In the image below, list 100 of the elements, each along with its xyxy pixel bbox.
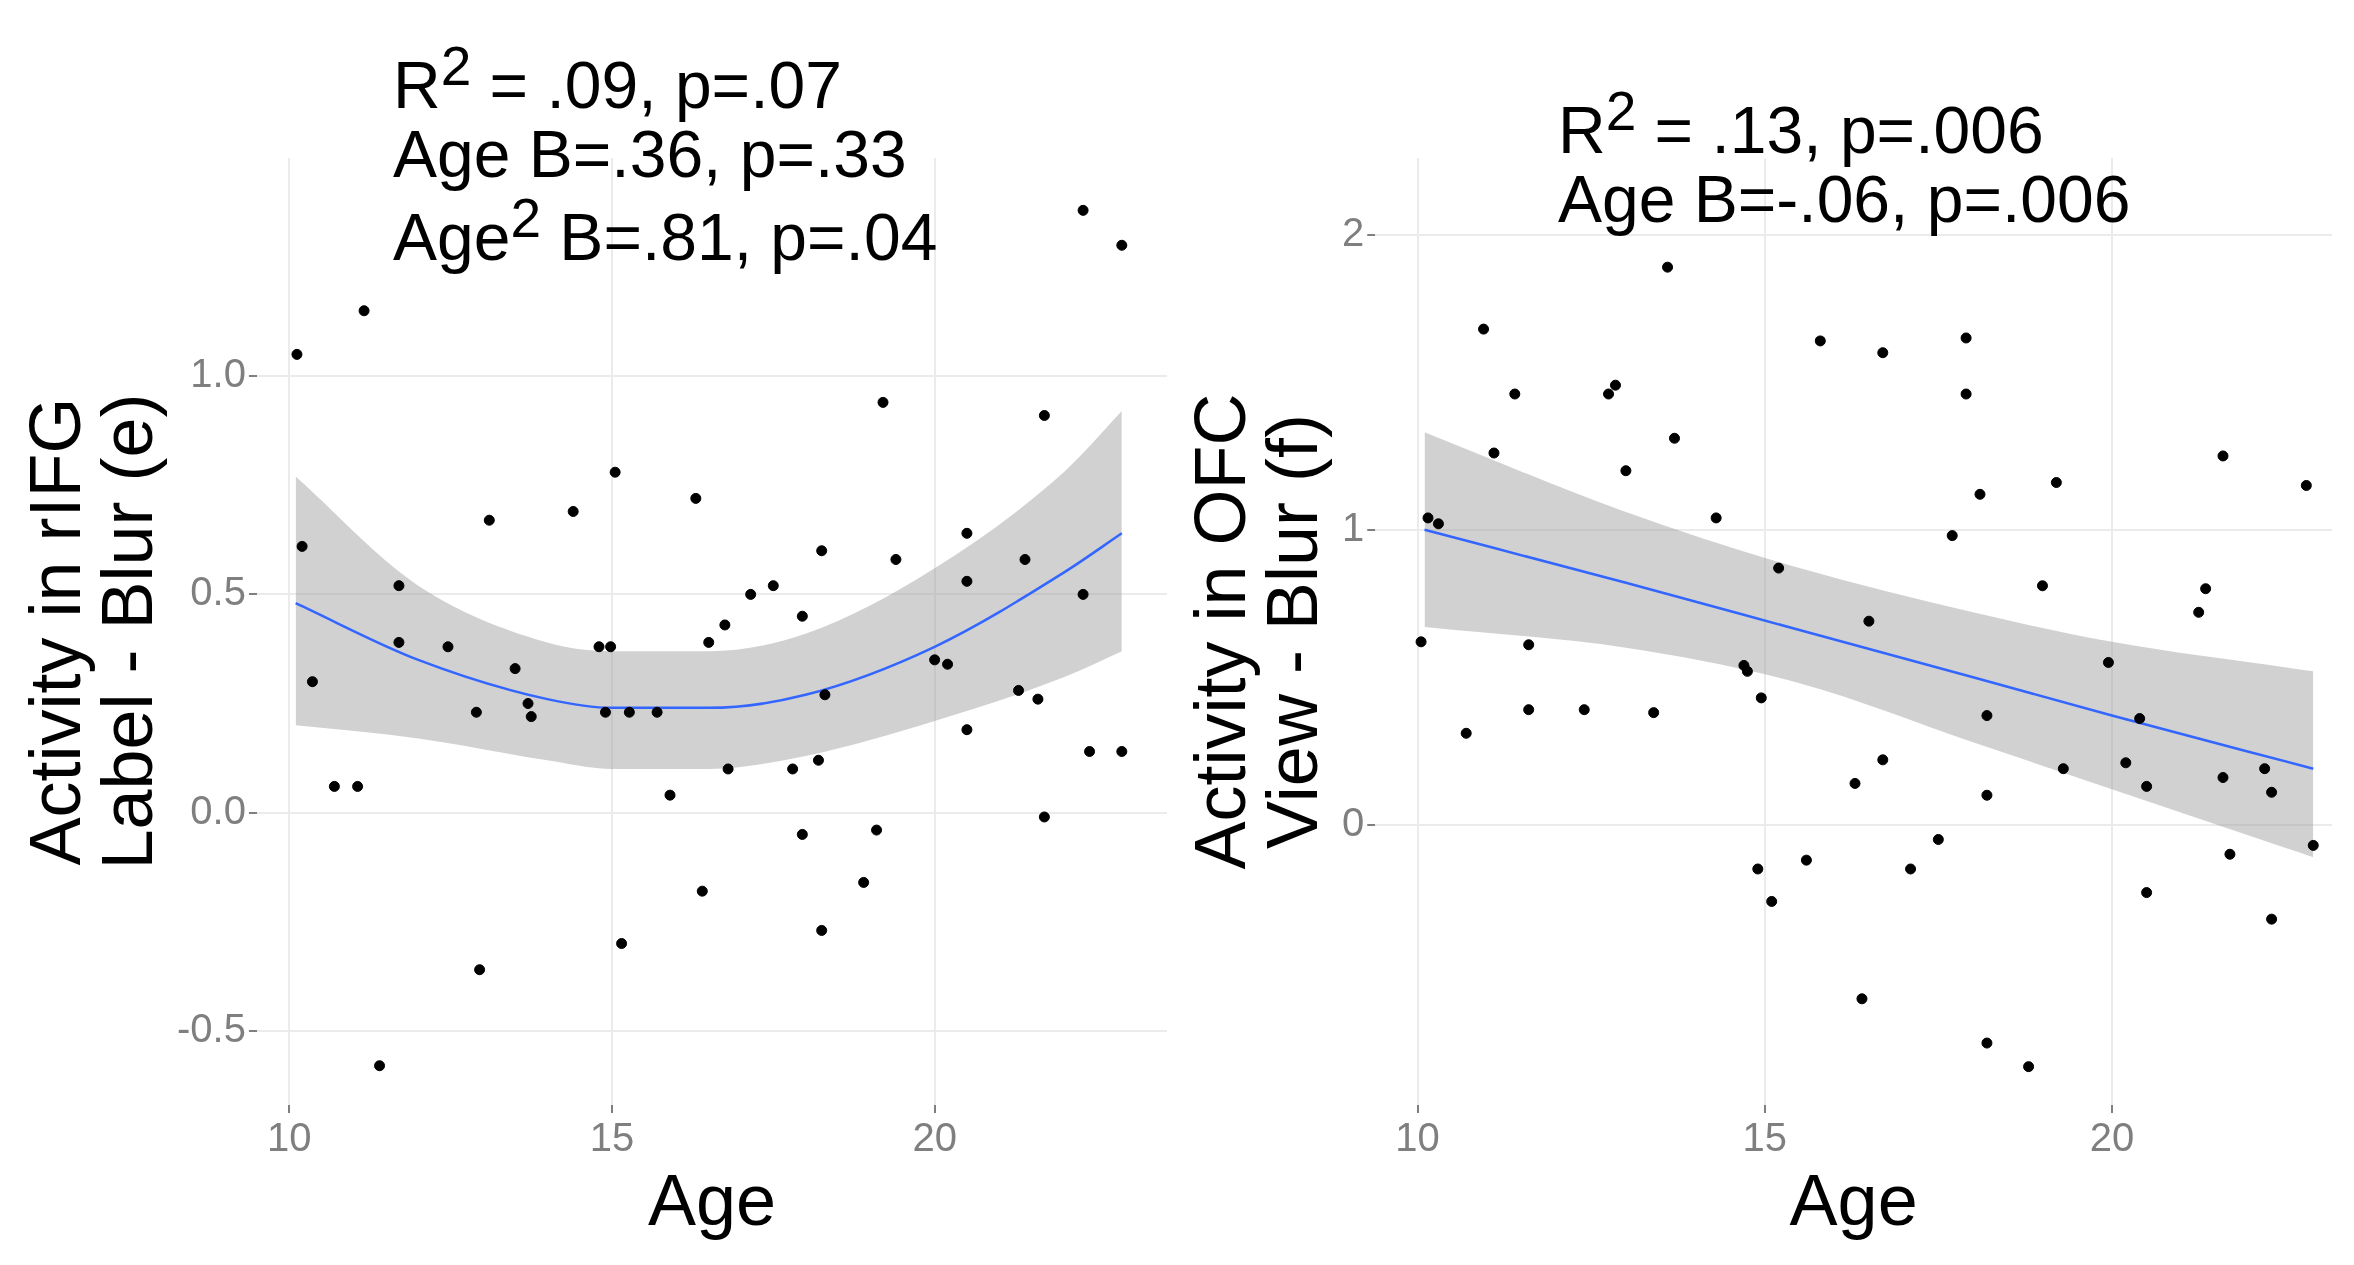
point xyxy=(1013,684,1025,696)
point xyxy=(703,636,715,648)
point xyxy=(1116,746,1128,758)
point xyxy=(787,763,799,775)
x-tick-label: 10 xyxy=(1395,1115,1440,1160)
point xyxy=(2307,839,2319,851)
point xyxy=(2036,580,2048,592)
point xyxy=(1773,562,1785,574)
point xyxy=(819,689,831,701)
point xyxy=(1741,665,1753,677)
point xyxy=(796,610,808,622)
point xyxy=(890,553,902,565)
point xyxy=(1752,863,1764,875)
point xyxy=(616,938,628,950)
point xyxy=(1609,379,1621,391)
point xyxy=(2023,1061,2035,1073)
point xyxy=(816,545,828,557)
point xyxy=(1038,811,1050,823)
point xyxy=(816,924,828,936)
point xyxy=(1849,777,1861,789)
point xyxy=(1460,727,1472,739)
y-tick-label: 1.0 xyxy=(190,351,246,396)
y-tick-label: 0.0 xyxy=(190,787,246,832)
point xyxy=(291,348,303,360)
point xyxy=(1116,239,1128,251)
point xyxy=(1488,447,1500,459)
point xyxy=(1981,710,1993,722)
y-axis-title: Activity in rIFG Label - Blur (e) xyxy=(14,393,167,870)
point xyxy=(328,780,340,792)
point xyxy=(1523,639,1535,651)
point xyxy=(2300,479,2312,491)
point xyxy=(1578,704,1590,716)
y-tick-label: 0 xyxy=(1342,799,1365,844)
point xyxy=(2134,713,2146,725)
point xyxy=(664,789,676,801)
x-tick-label: 20 xyxy=(2089,1115,2135,1160)
point xyxy=(1422,512,1434,524)
point xyxy=(442,641,454,653)
point xyxy=(509,663,521,675)
point xyxy=(1523,704,1535,716)
point xyxy=(796,828,808,840)
point xyxy=(393,636,405,648)
y-tick-label: -0.5 xyxy=(176,1005,246,1050)
point xyxy=(767,580,779,592)
y-tick-label: 0.5 xyxy=(190,569,246,614)
point xyxy=(1077,204,1089,216)
point xyxy=(719,619,731,631)
point xyxy=(1432,518,1444,530)
point xyxy=(651,706,663,718)
point xyxy=(609,466,621,478)
point xyxy=(358,305,370,317)
point xyxy=(1038,409,1050,421)
point xyxy=(525,711,537,723)
point xyxy=(605,641,617,653)
point xyxy=(858,876,870,888)
point xyxy=(696,885,708,897)
point xyxy=(877,396,889,408)
point xyxy=(1932,833,1944,845)
point xyxy=(929,654,941,666)
point xyxy=(812,754,824,766)
x-axis-title: Age xyxy=(1789,1159,1918,1240)
x-tick-label: 20 xyxy=(912,1115,957,1160)
point xyxy=(470,706,482,718)
point xyxy=(2266,913,2278,925)
point xyxy=(1800,854,1812,866)
point xyxy=(1478,323,1490,335)
point xyxy=(1603,388,1615,400)
point xyxy=(1960,332,1972,344)
point xyxy=(2057,763,2069,775)
point xyxy=(599,706,611,718)
point xyxy=(567,505,579,517)
point xyxy=(623,706,635,718)
point xyxy=(961,724,973,736)
x-tick-label: 15 xyxy=(1742,1115,1787,1160)
point xyxy=(474,964,486,976)
x-tick-label: 15 xyxy=(589,1115,635,1160)
point xyxy=(2217,450,2229,462)
point xyxy=(352,780,364,792)
point xyxy=(2141,887,2153,899)
point xyxy=(374,1060,386,1072)
point xyxy=(745,588,757,600)
point xyxy=(1620,465,1632,477)
point xyxy=(593,641,605,653)
point xyxy=(1710,512,1722,524)
point xyxy=(2200,583,2212,595)
point xyxy=(1974,488,1986,500)
point xyxy=(483,514,495,526)
point xyxy=(1415,636,1427,648)
point xyxy=(871,824,883,836)
x-tick-label: 10 xyxy=(266,1115,312,1160)
point xyxy=(722,763,734,775)
point xyxy=(2102,656,2114,668)
point xyxy=(1981,1037,1993,1049)
point xyxy=(2141,780,2153,792)
point xyxy=(1981,789,1993,801)
point xyxy=(690,492,702,504)
point xyxy=(2120,757,2132,769)
point xyxy=(1077,588,1089,600)
point xyxy=(522,698,534,710)
point xyxy=(961,527,973,539)
